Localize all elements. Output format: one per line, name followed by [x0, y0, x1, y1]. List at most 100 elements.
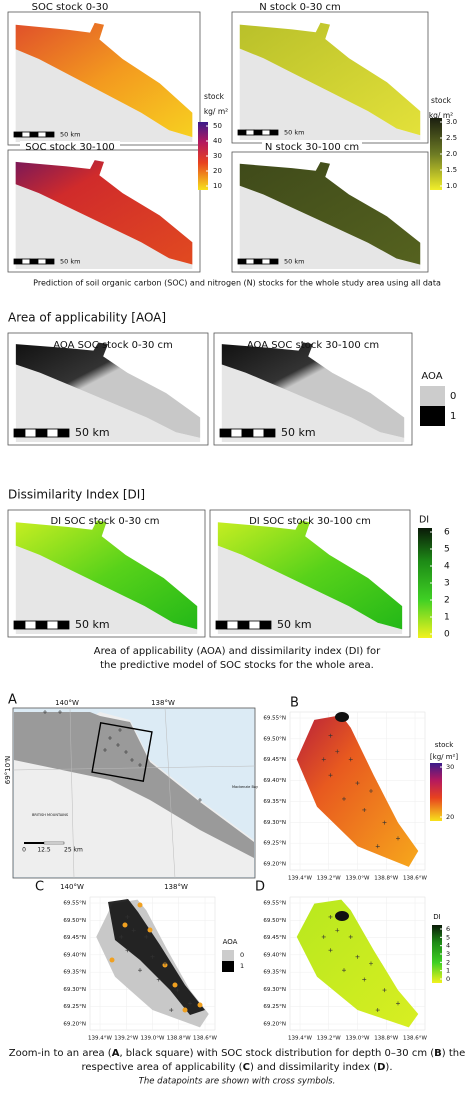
legend-tick-label: 3 — [444, 579, 450, 589]
legend-tick-label: 6 — [444, 528, 450, 538]
legend-label: 0 — [450, 391, 456, 402]
lat-tick: 69.20°N — [63, 1022, 86, 1028]
caption-part: ) and dissimilarity index ( — [250, 1062, 377, 1073]
color-bar — [418, 528, 432, 638]
data-point — [169, 1008, 174, 1013]
data-point — [58, 710, 62, 714]
lat-tick: 69.20°N — [263, 862, 286, 868]
lat-tick: 69.50°N — [63, 918, 86, 924]
data-point — [156, 977, 161, 982]
lat-tick: 69.45°N — [63, 935, 86, 941]
title-bg — [20, 1, 120, 13]
panel-label: D — [255, 880, 265, 895]
scale-bar — [13, 428, 26, 438]
scale-bar — [13, 131, 23, 138]
scale-bar — [29, 258, 39, 265]
graticule — [164, 707, 176, 879]
legend-tick-label: 2.0 — [446, 150, 457, 158]
scale-bar — [263, 428, 276, 438]
data-point — [43, 710, 47, 714]
legend-tick-label: 3.0 — [446, 118, 457, 126]
caption-part: D — [377, 1062, 385, 1073]
lat-tick: 69.45°N — [263, 935, 286, 941]
scale-bar — [269, 258, 279, 265]
point-orange — [122, 922, 128, 928]
scale-label: 50 km — [60, 131, 80, 139]
legend-tick-label: 2 — [446, 958, 450, 966]
scale-bar — [57, 428, 70, 438]
data-point — [342, 796, 346, 801]
data-point — [175, 988, 180, 993]
legend-tick-label: 50 — [213, 122, 222, 130]
legend-title: AOA — [421, 371, 442, 382]
scale-bar — [37, 258, 47, 265]
legend-tick-label: 0 — [444, 630, 450, 640]
lon-tick: 139.0°W — [141, 1036, 165, 1042]
color-bar — [432, 925, 442, 983]
legend-title: stock — [435, 741, 455, 749]
lat-tick: 69.50°N — [263, 736, 286, 742]
lon-tick: 138.6°W — [403, 876, 427, 882]
map-title: DI SOC stock 0-30 cm — [50, 516, 159, 527]
scale-bar — [237, 620, 250, 630]
legend-tick-label: 1.5 — [446, 166, 457, 174]
data-point — [369, 789, 373, 793]
legend-key — [420, 386, 445, 406]
scale-bar — [230, 428, 243, 438]
scale-bar — [261, 129, 271, 136]
lon-tick: 139.0°W — [346, 876, 370, 882]
caption-part: C — [243, 1062, 250, 1073]
data-point — [382, 988, 387, 993]
graticule — [69, 707, 75, 879]
scale-bar — [253, 129, 263, 136]
scale-bar — [215, 620, 228, 630]
section-heading: Dissimilarity Index [DI] — [8, 488, 145, 502]
data-point — [348, 757, 353, 762]
lon-tick: 138°W — [151, 699, 175, 707]
lat-tick: 69.55°N — [63, 901, 86, 907]
caption-part: ). — [385, 1062, 392, 1073]
place-name: Mackenzie Bay — [232, 785, 258, 789]
caption-part: B — [434, 1048, 442, 1059]
caption-part: respective area of applicability ( — [81, 1062, 242, 1073]
caption-part: Zoom-in to an area ( — [9, 1048, 112, 1059]
panel-label: B — [290, 696, 299, 711]
lat-tick: 69.30°N — [63, 987, 86, 993]
scale-bar — [24, 620, 37, 630]
scale-bar — [219, 428, 232, 438]
map-title: AOA SOC stock 30-100 cm — [247, 340, 379, 351]
scale-bar — [245, 258, 255, 265]
lat-tick: 69.25°N — [263, 841, 286, 847]
data-point — [130, 758, 134, 762]
lat-tick: 69.40°N — [63, 952, 86, 958]
data-point — [355, 781, 360, 786]
scale-bar — [252, 428, 265, 438]
data-point — [116, 743, 120, 747]
legend-unit: kg/ m² — [204, 107, 228, 116]
point-orange — [109, 957, 115, 963]
lat-tick: 69.30°N — [263, 987, 286, 993]
legend-tick-label: 2 — [444, 596, 450, 606]
caption: Zoom-in to an area (A, black square) wit… — [9, 1048, 466, 1059]
lon-tick: 138.6°W — [403, 1036, 427, 1042]
scale-bar — [57, 620, 70, 630]
data-point — [362, 807, 367, 812]
caption: the predictive model of SOC stocks for t… — [100, 660, 374, 671]
scale-bar — [45, 131, 55, 138]
data-point — [163, 961, 167, 966]
hotspot — [335, 911, 349, 921]
point-orange — [197, 1002, 203, 1008]
caption: respective area of applicability (C) and… — [81, 1062, 392, 1073]
study-area — [14, 712, 254, 858]
data-point — [125, 948, 130, 953]
point-orange — [147, 927, 153, 933]
scale-bar — [13, 258, 23, 265]
data-point — [348, 934, 353, 939]
legend-tick-label: 2.5 — [446, 134, 457, 142]
data-point — [362, 977, 367, 982]
map-title: AOA SOC stock 0-30 cm — [53, 340, 173, 351]
legend-tick-label: 40 — [213, 137, 222, 145]
scale-bar — [261, 258, 271, 265]
scale-bar — [46, 428, 59, 438]
legend-tick-label: 3 — [446, 950, 450, 958]
